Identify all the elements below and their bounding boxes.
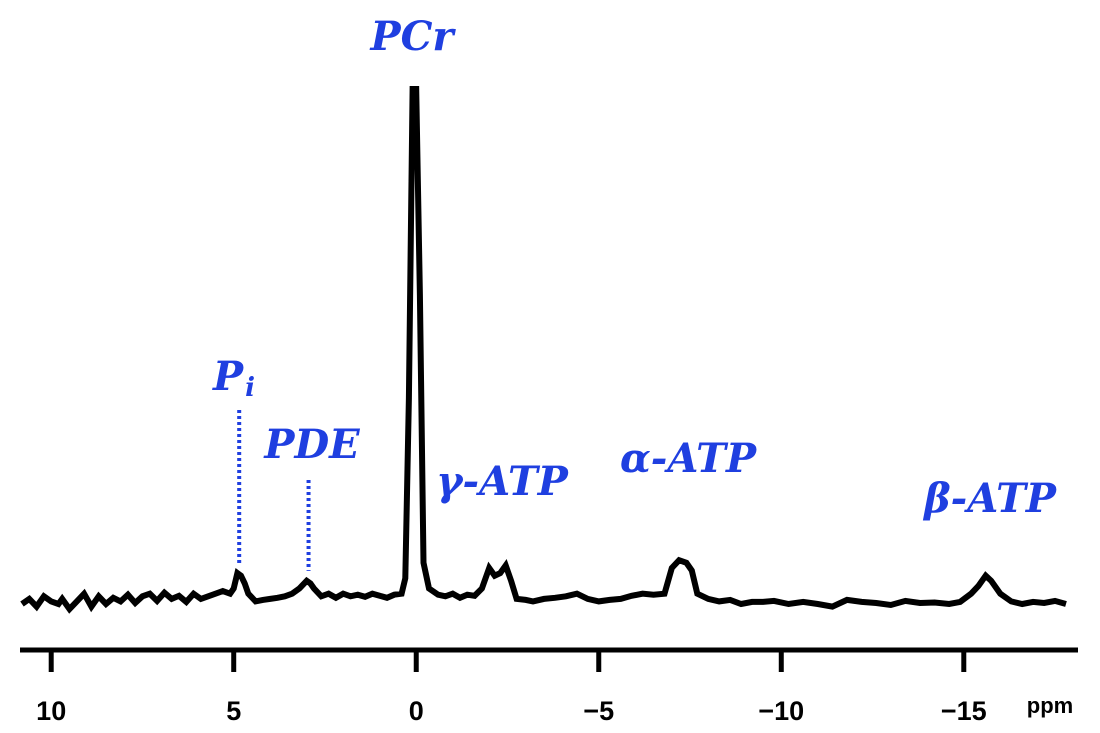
x-tick-label: −15 (941, 696, 987, 726)
peak-label: PCr (370, 13, 457, 60)
x-tick-label: −10 (758, 696, 804, 726)
peak-label: γ-ATP (436, 458, 570, 505)
peak-label: α-ATP (620, 435, 758, 482)
x-tick-label: 0 (409, 696, 424, 726)
x-tick-label: 5 (226, 696, 241, 726)
plot-area (20, 86, 1067, 614)
peak-label: β-ATP (922, 475, 1058, 522)
x-tick-label: −5 (583, 696, 614, 726)
peak-label: PDE (263, 421, 360, 468)
peak-label: Pi (212, 353, 255, 403)
x-axis: 10 5 0 −5 −10 −15 ppm (20, 647, 1078, 726)
x-tick-label: 10 (36, 696, 66, 726)
spectrum-line (20, 86, 1067, 614)
x-axis-unit-label: ppm (1027, 693, 1073, 718)
